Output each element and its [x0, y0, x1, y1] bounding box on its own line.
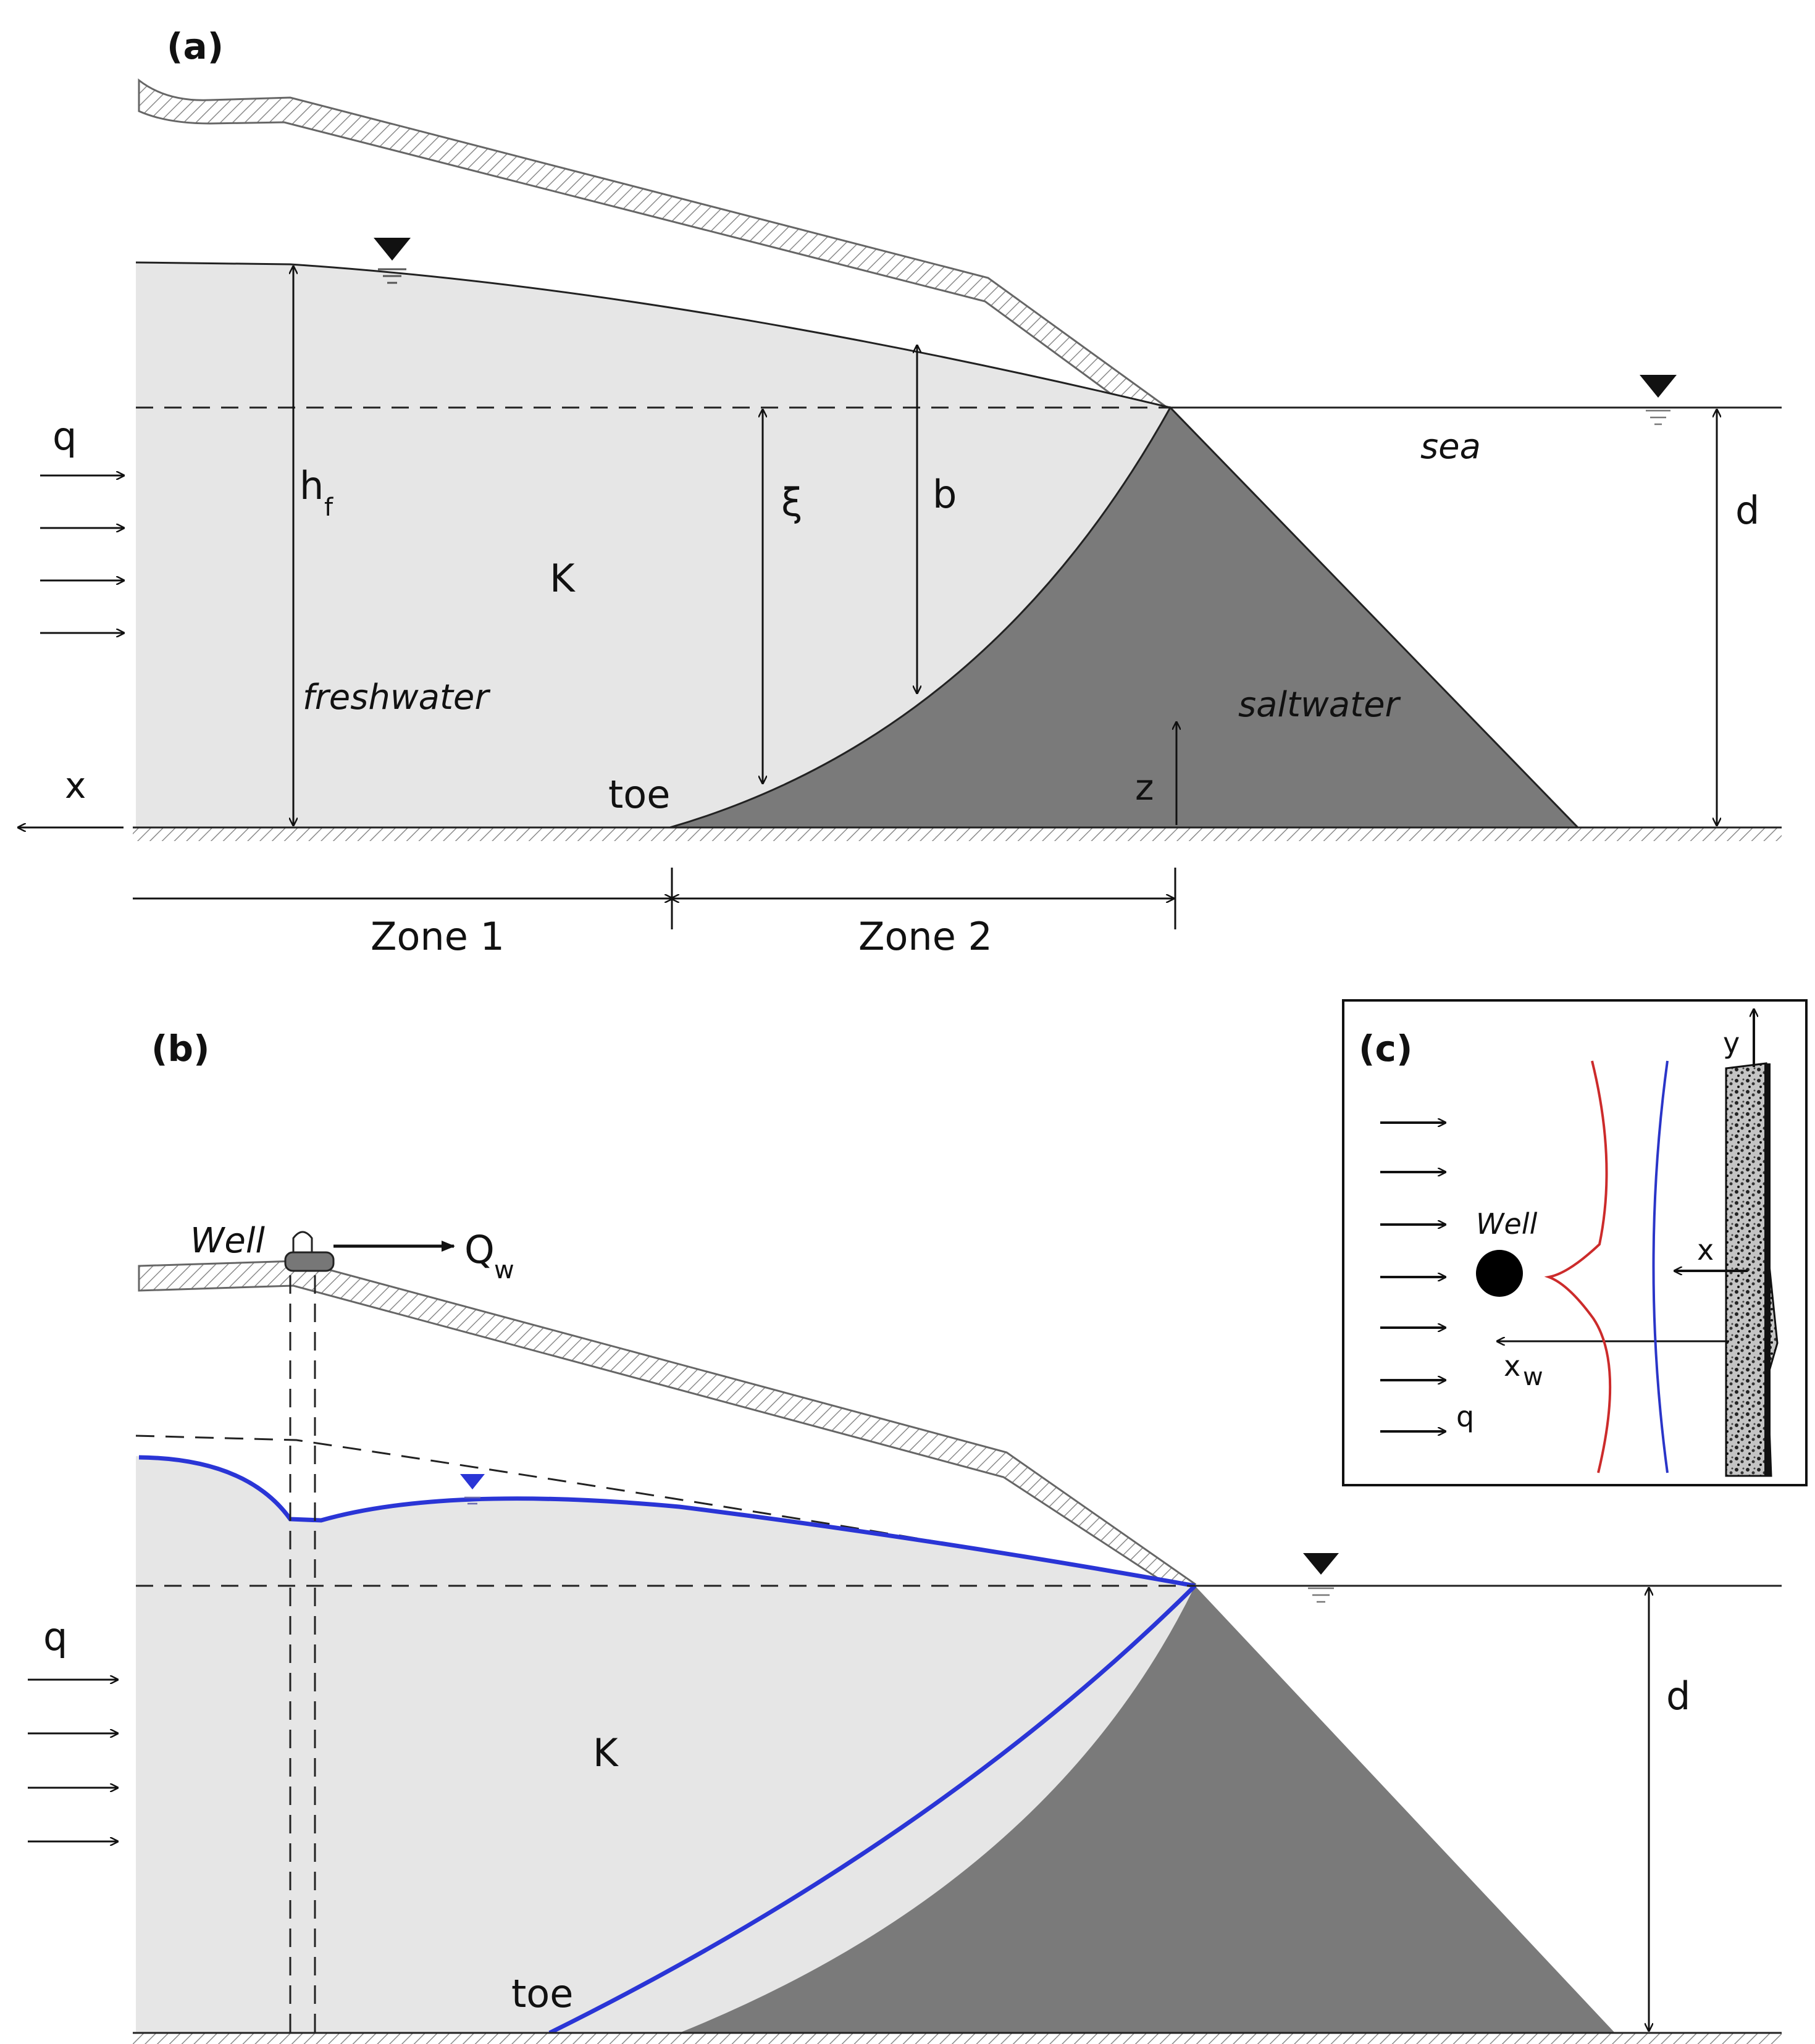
depth-d-label-a: d: [1735, 488, 1759, 533]
zone2-label: Zone 2: [858, 914, 992, 959]
toe-label-b: toe: [511, 1971, 573, 2016]
inset-xw-sub: w: [1523, 1363, 1543, 1391]
freshwater-region-a: [136, 262, 1170, 827]
saltwater-label: saltwater: [1238, 685, 1401, 725]
pumped-water-table-blue: [138, 1455, 1196, 1588]
zone-dimensions: [133, 868, 1176, 929]
xi-label: ξ: [781, 480, 803, 525]
inflow-q-label-a: q: [52, 414, 77, 459]
inset-well-label: Well: [1476, 1207, 1538, 1241]
inset-flow-arrows: [1380, 1123, 1445, 1431]
inset-blue-interface: [1652, 1060, 1669, 1473]
sea-level-triangle-icon: [1640, 375, 1677, 425]
panel-c-label: (c): [1359, 1028, 1412, 1070]
panel-c-inset: (c) y x x w Well q: [1342, 999, 1808, 1486]
k-label-b: K: [593, 1730, 619, 1775]
panel-a-label: (a): [167, 25, 224, 67]
inflow-q-label-b: q: [43, 1614, 67, 1659]
water-table-triangle-icon-b: [460, 1474, 485, 1505]
depth-d-label-b: d: [1666, 1673, 1690, 1719]
qw-label: Q: [464, 1227, 495, 1272]
panel-b: (b) Well Q w: [28, 1028, 1782, 2044]
freshwater-region-b: [136, 1456, 1195, 2033]
freshwater-label: freshwater: [303, 677, 490, 718]
well-icon: [284, 1231, 335, 2033]
hf-sub-label: f: [324, 493, 333, 522]
hf-label: h: [300, 463, 324, 508]
inset-y-label: y: [1723, 1026, 1740, 1060]
water-table-a: [135, 261, 1171, 409]
inset-red-interface: [1544, 1060, 1612, 1473]
panel-b-label: (b): [151, 1028, 210, 1070]
z-label: z: [1135, 766, 1154, 808]
qw-sub-label: w: [494, 1256, 514, 1284]
aquifer-base-a: [133, 827, 1782, 841]
panel-a: (a): [19, 25, 1782, 959]
saltwater-wedge-a: [669, 406, 1580, 829]
well-label-b: Well: [190, 1221, 265, 1261]
inset-x-label: x: [1697, 1233, 1714, 1267]
pumped-interface-blue: [548, 1584, 1197, 2035]
inset-well-icon: [1476, 1250, 1523, 1297]
x-label: x: [65, 764, 86, 806]
inflow-arrows-a: [40, 475, 124, 633]
inset-q-label: q: [1456, 1400, 1474, 1433]
sea-label: sea: [1420, 427, 1481, 467]
inset-xw-label: x: [1504, 1349, 1520, 1383]
toe-label-a: toe: [608, 772, 670, 817]
aquifer-base-b: [133, 2033, 1782, 2044]
k-label-a: K: [550, 556, 576, 601]
inflow-arrows-b: [28, 1680, 117, 1841]
sea-level-triangle-icon-b: [1303, 1553, 1339, 1603]
zone1-label: Zone 1: [371, 914, 505, 959]
saltwater-wedge-b: [679, 1586, 1615, 2033]
water-table-triangle-icon: [374, 238, 411, 284]
b-label: b: [933, 472, 957, 517]
